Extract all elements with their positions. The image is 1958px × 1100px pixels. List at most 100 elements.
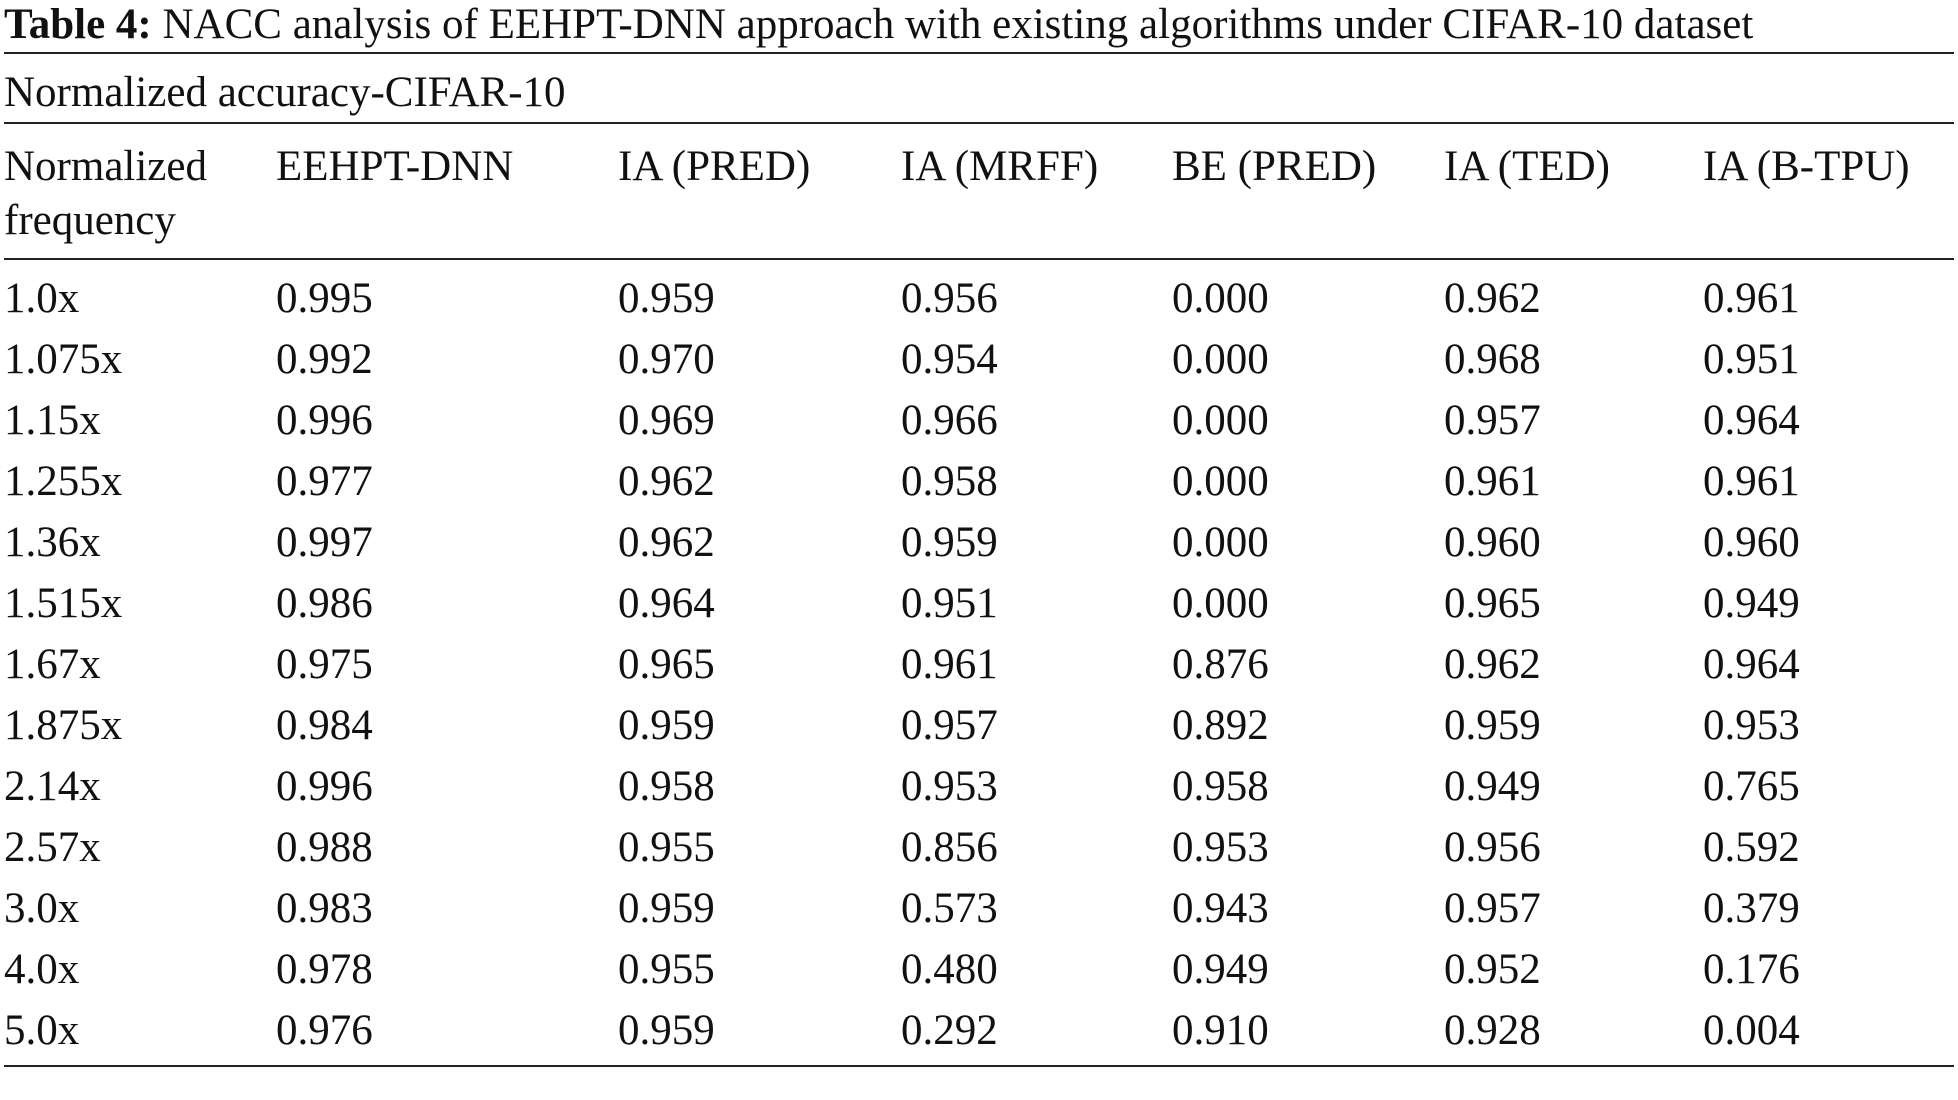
column-header: Normalized frequency [4, 143, 207, 244]
accuracy-cell: 0.000 [1172, 275, 1269, 322]
table-row: 1.0x 0.995 0.959 0.956 0.000 0.962 0.961 [4, 259, 1954, 329]
table-figure: Table 4: NACC analysis of EEHPT-DNN appr… [4, 0, 1954, 1067]
table-row: 1.075x 0.992 0.970 0.954 0.000 0.968 0.951 [4, 329, 1954, 390]
accuracy-cell: 0.954 [901, 336, 998, 383]
column-header: IA (PRED) [618, 143, 811, 190]
frequency-cell: 4.0x [4, 946, 80, 993]
accuracy-cell: 0.379 [1703, 885, 1800, 932]
frequency-cell: 1.15x [4, 397, 101, 444]
table-caption: Table 4: NACC analysis of EEHPT-DNN appr… [4, 0, 1954, 52]
accuracy-cell: 0.876 [1172, 641, 1269, 688]
accuracy-cell: 0.959 [618, 885, 715, 932]
accuracy-cell: 0.965 [1444, 580, 1541, 627]
accuracy-cell: 0.958 [1172, 763, 1269, 810]
accuracy-cell: 0.964 [618, 580, 715, 627]
accuracy-cell: 0.765 [1703, 763, 1800, 810]
accuracy-cell: 0.992 [276, 336, 373, 383]
accuracy-cell: 0.856 [901, 824, 998, 871]
accuracy-cell: 0.965 [618, 641, 715, 688]
accuracy-cell: 0.961 [1444, 458, 1541, 505]
accuracy-cell: 0.004 [1703, 1007, 1800, 1054]
accuracy-cell: 0.949 [1444, 763, 1541, 810]
accuracy-cell: 0.976 [276, 1007, 373, 1054]
accuracy-cell: 0.966 [901, 397, 998, 444]
accuracy-cell: 0.953 [1703, 702, 1800, 749]
accuracy-cell: 0.959 [1444, 702, 1541, 749]
table-row: 1.515x 0.986 0.964 0.951 0.000 0.965 0.949 [4, 573, 1954, 634]
accuracy-cell: 0.957 [901, 702, 998, 749]
accuracy-cell: 0.953 [901, 763, 998, 810]
frequency-cell: 1.875x [4, 702, 123, 749]
frequency-cell: 5.0x [4, 1007, 80, 1054]
column-header: IA (TED) [1444, 143, 1610, 190]
accuracy-cell: 0.977 [276, 458, 373, 505]
accuracy-cell: 0.995 [276, 275, 373, 322]
accuracy-cell: 0.000 [1172, 519, 1269, 566]
column-header: IA (B-TPU) [1703, 143, 1910, 190]
accuracy-cell: 0.910 [1172, 1007, 1269, 1054]
accuracy-cell: 0.961 [901, 641, 998, 688]
accuracy-cell: 0.956 [901, 275, 998, 322]
accuracy-cell: 0.962 [1444, 275, 1541, 322]
frequency-cell: 1.36x [4, 519, 101, 566]
accuracy-cell: 0.969 [618, 397, 715, 444]
frequency-cell: 1.67x [4, 641, 101, 688]
caption-label: Table 4: [4, 1, 152, 48]
accuracy-cell: 0.959 [901, 519, 998, 566]
accuracy-cell: 0.988 [276, 824, 373, 871]
accuracy-cell: 0.957 [1444, 885, 1541, 932]
frequency-cell: 1.515x [4, 580, 123, 627]
table-row: 2.14x 0.996 0.958 0.953 0.958 0.949 0.765 [4, 756, 1954, 817]
accuracy-cell: 0.996 [276, 397, 373, 444]
accuracy-cell: 0.951 [901, 580, 998, 627]
caption-text: NACC analysis of EEHPT-DNN approach with… [151, 1, 1754, 48]
accuracy-cell: 0.959 [618, 1007, 715, 1054]
column-header: EEHPT-DNN [276, 143, 514, 190]
accuracy-cell: 0.960 [1703, 519, 1800, 566]
accuracy-cell: 0.949 [1703, 580, 1800, 627]
accuracy-cell: 0.984 [276, 702, 373, 749]
accuracy-cell: 0.958 [618, 763, 715, 810]
accuracy-cell: 0.962 [1444, 641, 1541, 688]
subtitle-rule [4, 122, 1954, 124]
accuracy-cell: 0.928 [1444, 1007, 1541, 1054]
accuracy-cell: 0.957 [1444, 397, 1541, 444]
table-row: 3.0x 0.983 0.959 0.573 0.943 0.957 0.379 [4, 878, 1954, 939]
frequency-cell: 2.14x [4, 763, 101, 810]
table-row: 1.67x 0.975 0.965 0.961 0.876 0.962 0.964 [4, 634, 1954, 695]
accuracy-cell: 0.964 [1703, 397, 1800, 444]
accuracy-cell: 0.592 [1703, 824, 1800, 871]
accuracy-cell: 0.956 [1444, 824, 1541, 871]
accuracy-cell: 0.960 [1444, 519, 1541, 566]
table-row: 1.15x 0.996 0.969 0.966 0.000 0.957 0.964 [4, 390, 1954, 451]
accuracy-cell: 0.978 [276, 946, 373, 993]
table-row: 1.36x 0.997 0.962 0.959 0.000 0.960 0.960 [4, 512, 1954, 573]
accuracy-cell: 0.952 [1444, 946, 1541, 993]
accuracy-cell: 0.958 [901, 458, 998, 505]
accuracy-cell: 0.983 [276, 885, 373, 932]
frequency-cell: 2.57x [4, 824, 101, 871]
accuracy-cell: 0.975 [276, 641, 373, 688]
accuracy-cell: 0.480 [901, 946, 998, 993]
accuracy-cell: 0.000 [1172, 458, 1269, 505]
frequency-cell: 3.0x [4, 885, 80, 932]
accuracy-cell: 0.943 [1172, 885, 1269, 932]
table-subtitle: Normalized accuracy-CIFAR-10 [4, 69, 566, 116]
accuracy-cell: 0.959 [618, 275, 715, 322]
table-row: 5.0x 0.976 0.959 0.292 0.910 0.928 0.004 [4, 1000, 1954, 1066]
accuracy-cell: 0.949 [1172, 946, 1269, 993]
table-body: 1.0x 0.995 0.959 0.956 0.000 0.962 0.961 1.075x… [4, 259, 1954, 1066]
accuracy-cell: 0.986 [276, 580, 373, 627]
accuracy-cell: 0.959 [618, 702, 715, 749]
accuracy-cell: 0.970 [618, 336, 715, 383]
table-row: 1.875x 0.984 0.959 0.957 0.892 0.959 0.953 [4, 695, 1954, 756]
accuracy-cell: 0.292 [901, 1007, 998, 1054]
accuracy-cell: 0.968 [1444, 336, 1541, 383]
header-row: Normalized frequency EEHPT-DNN IA (PRED)… [4, 124, 1954, 259]
frequency-cell: 1.075x [4, 336, 123, 383]
accuracy-cell: 0.962 [618, 458, 715, 505]
accuracy-cell: 0.997 [276, 519, 373, 566]
results-table: Normalized frequency EEHPT-DNN IA (PRED)… [4, 124, 1954, 1067]
frequency-cell: 1.0x [4, 275, 80, 322]
accuracy-cell: 0.961 [1703, 458, 1800, 505]
